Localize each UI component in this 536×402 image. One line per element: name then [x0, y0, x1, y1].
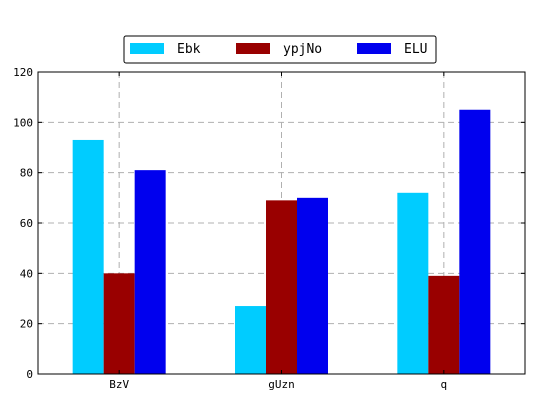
legend-box [123, 35, 437, 64]
bar-Ebk-q [397, 192, 429, 374]
x-tick-label: BzV [109, 378, 129, 391]
bar-Ebk-gUzn [235, 306, 266, 374]
y-tick-label: 60 [20, 217, 33, 230]
bar-ypjNo-BzV [103, 273, 135, 374]
bar-ELU-BzV [134, 170, 166, 374]
legend-label-Ebk: Ebk [177, 42, 201, 57]
legend-swatch-Ebk [130, 43, 164, 54]
bar-ELU-q [459, 109, 491, 374]
legend-swatch-ELU [357, 43, 391, 54]
legend-label-ypjNo: ypjNo [283, 42, 322, 57]
y-tick-label: 0 [26, 368, 33, 381]
bar-ypjNo-gUzn [266, 200, 297, 374]
bar-ypjNo-q [428, 275, 460, 374]
y-tick-label: 120 [13, 66, 33, 79]
y-tick-label: 20 [20, 318, 33, 331]
y-tick-label: 40 [20, 267, 33, 280]
x-tick-label: q [441, 378, 448, 391]
bar-ELU-gUzn [297, 197, 328, 374]
bar-Ebk-BzV [72, 139, 104, 374]
y-axis-ticks: 0 20 40 60 80 100 120 [13, 66, 525, 381]
x-tick-label: gUzn [268, 378, 295, 391]
legend-label-ELU: ELU [404, 42, 427, 57]
legend-swatch-ypjNo [236, 43, 270, 54]
bars [72, 109, 491, 374]
legend: Ebk ypjNo ELU [123, 35, 437, 64]
y-tick-label: 100 [13, 116, 33, 129]
y-tick-label: 80 [20, 167, 33, 180]
x-axis-ticks: BzV gUzn q [109, 72, 447, 391]
